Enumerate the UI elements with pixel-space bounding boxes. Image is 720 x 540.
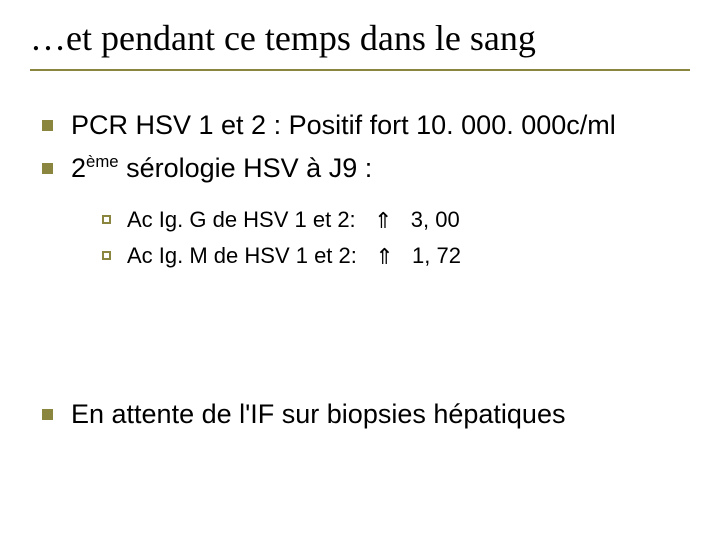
square-bullet-icon	[42, 120, 53, 131]
bullet-lvl1-text: PCR HSV 1 et 2 : Positif fort 10. 000. 0…	[71, 107, 616, 143]
spacer	[30, 192, 690, 204]
up-arrow-icon: ⇑	[374, 205, 392, 237]
slide-title: …et pendant ce temps dans le sang	[30, 18, 690, 59]
lvl2-value: 1, 72	[412, 243, 461, 268]
bullet-lvl1-text: 2ème sérologie HSV à J9 :	[71, 150, 372, 186]
lvl2-value: 3, 00	[411, 207, 460, 232]
lvl2-label: Ac Ig. G de HSV 1 et 2:	[127, 207, 356, 232]
square-bullet-icon	[42, 163, 53, 174]
title-underline: …et pendant ce temps dans le sang	[30, 18, 690, 71]
bullet-lvl2-text: Ac Ig. G de HSV 1 et 2: ⇑ 3, 00	[127, 204, 460, 236]
bullet-lvl2-text: Ac Ig. M de HSV 1 et 2: ⇑ 1, 72	[127, 240, 461, 272]
square-bullet-icon	[42, 409, 53, 420]
up-arrow-icon: ⇑	[375, 241, 393, 273]
spacer	[30, 276, 690, 396]
hollow-square-bullet-icon	[102, 251, 111, 260]
slide: …et pendant ce temps dans le sang PCR HS…	[0, 0, 720, 540]
bullet-lvl1: En attente de l'IF sur biopsies hépatiqu…	[42, 396, 690, 432]
lvl2-label: Ac Ig. M de HSV 1 et 2:	[127, 243, 357, 268]
bullet-lvl2: Ac Ig. M de HSV 1 et 2: ⇑ 1, 72	[102, 240, 690, 272]
bullet-lvl1: 2ème sérologie HSV à J9 :	[42, 150, 690, 186]
hollow-square-bullet-icon	[102, 215, 111, 224]
bullet-lvl1: PCR HSV 1 et 2 : Positif fort 10. 000. 0…	[42, 107, 690, 143]
bullet-lvl1-text: En attente de l'IF sur biopsies hépatiqu…	[71, 396, 565, 432]
bullet-lvl2: Ac Ig. G de HSV 1 et 2: ⇑ 3, 00	[102, 204, 690, 236]
